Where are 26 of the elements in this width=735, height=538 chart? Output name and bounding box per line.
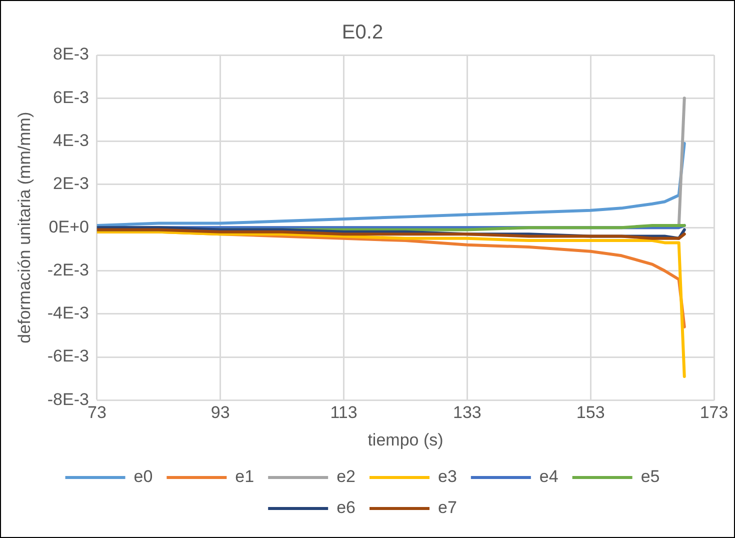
legend-label: e1 <box>235 467 254 486</box>
x-tick-label: 113 <box>330 403 358 422</box>
legend-label: e6 <box>336 498 356 518</box>
x-axis-title: tiempo (s) <box>368 430 444 450</box>
y-tick-label: 2E-3 <box>53 174 89 194</box>
y-tick-label: 6E-3 <box>53 88 89 107</box>
legend-label: e0 <box>134 467 153 486</box>
x-tick-label: 93 <box>210 403 230 422</box>
x-tick-label: 153 <box>576 403 605 422</box>
legend-label: e4 <box>539 467 558 486</box>
y-tick-label: -2E-3 <box>47 260 89 280</box>
y-axis-title: deformación unitaria (mm/mm) <box>14 112 34 344</box>
legend-label: e3 <box>438 467 457 486</box>
y-tick-label: -6E-3 <box>47 346 89 366</box>
x-tick-label: 133 <box>453 403 482 422</box>
legend-label: e2 <box>336 467 356 486</box>
y-tick-label: 0E+0 <box>48 217 89 236</box>
x-tick-label: 73 <box>88 403 106 422</box>
legend-label: e7 <box>438 498 457 518</box>
y-tick-label: 8E-3 <box>53 44 89 64</box>
chart-title: E0.2 <box>342 22 384 44</box>
legend-label: e5 <box>640 467 660 486</box>
x-tick-label: 173 <box>700 403 728 422</box>
y-tick-label: -8E-3 <box>47 390 89 409</box>
y-tick-label: -4E-3 <box>47 304 89 323</box>
y-tick-label: 4E-3 <box>53 130 89 150</box>
